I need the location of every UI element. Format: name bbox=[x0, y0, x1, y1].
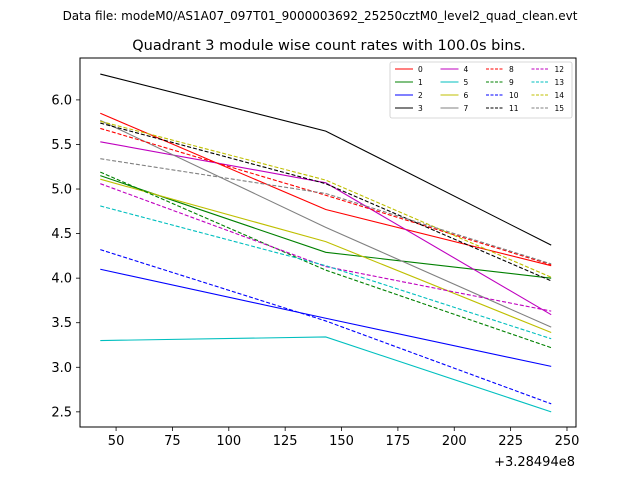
series-line-1 bbox=[100, 175, 552, 279]
y-tick-label: 3.5 bbox=[51, 316, 72, 331]
legend-label-15: 15 bbox=[555, 104, 565, 113]
legend-label-13: 13 bbox=[555, 78, 565, 87]
x-tick-label: 125 bbox=[273, 434, 298, 449]
series-line-12 bbox=[100, 183, 552, 312]
series-line-7 bbox=[100, 119, 552, 328]
x-tick-label: 225 bbox=[498, 434, 523, 449]
y-tick-label: 6.0 bbox=[51, 93, 72, 108]
series-line-6 bbox=[100, 178, 552, 334]
series-line-0 bbox=[100, 112, 552, 267]
x-tick-label: 250 bbox=[555, 434, 580, 449]
chart-title: Quadrant 3 module wise count rates with … bbox=[132, 38, 526, 54]
y-tick-label: 5.0 bbox=[51, 183, 72, 198]
x-tick-label: 100 bbox=[216, 434, 241, 449]
legend-label-4: 4 bbox=[464, 65, 469, 74]
y-tick-label: 4.0 bbox=[51, 272, 72, 287]
y-tick-label: 4.5 bbox=[51, 227, 72, 242]
y-tick-label: 2.5 bbox=[51, 405, 72, 420]
x-tick-label: 150 bbox=[329, 434, 354, 449]
series-line-2 bbox=[100, 268, 552, 367]
legend-label-6: 6 bbox=[464, 91, 469, 100]
plot-area: 50 75 100 125 150 175 200 225 2502.53.03.54.04.5… bbox=[51, 73, 580, 449]
x-tick-label: 200 bbox=[442, 434, 467, 449]
x-tick-label: 50 bbox=[108, 434, 125, 449]
series-line-5 bbox=[100, 336, 552, 413]
series-line-8 bbox=[100, 127, 552, 266]
legend-box bbox=[389, 61, 573, 119]
legend-label-5: 5 bbox=[464, 78, 469, 87]
chart-suptitle: Data file: modeM0/AS1A07_097T01_90000036… bbox=[63, 9, 578, 23]
legend-label-8: 8 bbox=[509, 65, 514, 74]
legend-label-0: 0 bbox=[418, 65, 423, 74]
legend-label-3: 3 bbox=[418, 104, 423, 113]
series-line-4 bbox=[100, 141, 552, 316]
y-tick-label: 5.5 bbox=[51, 138, 72, 153]
series-line-13 bbox=[100, 205, 552, 340]
series-line-11 bbox=[100, 122, 552, 282]
series-line-10 bbox=[100, 249, 552, 405]
legend-label-1: 1 bbox=[418, 78, 423, 87]
x-offset-label: +3.28494e8 bbox=[494, 455, 575, 470]
legend-label-7: 7 bbox=[464, 104, 469, 113]
x-tick-label: 75 bbox=[164, 434, 181, 449]
x-tick-label: 175 bbox=[385, 434, 410, 449]
y-tick-label: 3.0 bbox=[51, 361, 72, 376]
legend-label-10: 10 bbox=[509, 91, 519, 100]
legend-label-11: 11 bbox=[509, 104, 519, 113]
plot-frame bbox=[79, 57, 577, 428]
series-line-3 bbox=[100, 73, 552, 246]
series-line-14 bbox=[100, 120, 552, 278]
series-line-15 bbox=[100, 158, 552, 265]
legend-label-12: 12 bbox=[555, 65, 565, 74]
legend-label-14: 14 bbox=[555, 91, 565, 100]
series-line-9 bbox=[100, 171, 552, 349]
legend-label-2: 2 bbox=[418, 91, 423, 100]
legend-label-9: 9 bbox=[509, 78, 514, 87]
